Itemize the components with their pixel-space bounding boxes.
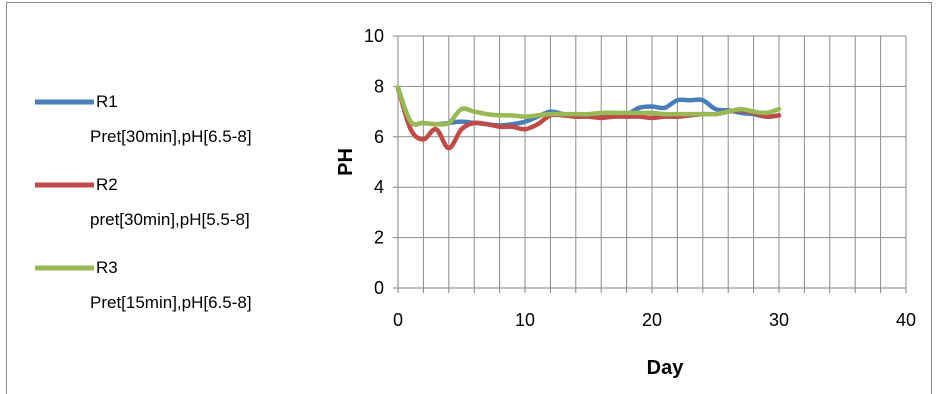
- y-tick-label: 6: [374, 127, 384, 147]
- x-tick-label: 40: [896, 310, 916, 330]
- y-axis-title: PH: [335, 148, 357, 176]
- series-line-r1: [395, 86, 782, 128]
- grid-lines: [397, 35, 907, 289]
- axes: [393, 35, 907, 293]
- x-tick-label: 10: [515, 310, 535, 330]
- y-tick-label: 4: [374, 177, 384, 197]
- x-tick-label: 30: [769, 310, 789, 330]
- legend-series-detail: Pret[15min],pH[6.5-8]: [90, 293, 252, 312]
- legend-series-name: R2: [96, 175, 118, 194]
- chart-frame: [6, 2, 932, 394]
- legend: R1 Pret[30min],pH[6.5-8] R2 pret[30min],pH[…: [35, 92, 252, 312]
- tick-labels: 0 2 4 6 8 10 0 10 20 30 40: [364, 26, 916, 330]
- y-tick-label: 2: [374, 228, 384, 248]
- x-tick-label: 20: [642, 310, 662, 330]
- legend-series-detail: pret[30min],pH[5.5-8]: [90, 210, 250, 229]
- legend-entry-r1: R1 Pret[30min],pH[6.5-8]: [35, 92, 252, 146]
- legend-series-name: R3: [96, 258, 118, 277]
- series-layer: [395, 85, 782, 151]
- x-axis-title: Day: [647, 357, 685, 379]
- y-tick-label: 10: [364, 26, 384, 46]
- legend-series-name: R1: [96, 92, 118, 111]
- y-tick-label: 8: [374, 76, 384, 96]
- x-tick-label: 0: [393, 310, 403, 330]
- series-line-r3: [395, 85, 782, 127]
- y-tick-label: 0: [374, 278, 384, 298]
- legend-entry-r3: R3 Pret[15min],pH[6.5-8]: [35, 258, 252, 312]
- legend-entry-r2: R2 pret[30min],pH[5.5-8]: [35, 175, 250, 229]
- legend-series-detail: Pret[30min],pH[6.5-8]: [90, 127, 252, 146]
